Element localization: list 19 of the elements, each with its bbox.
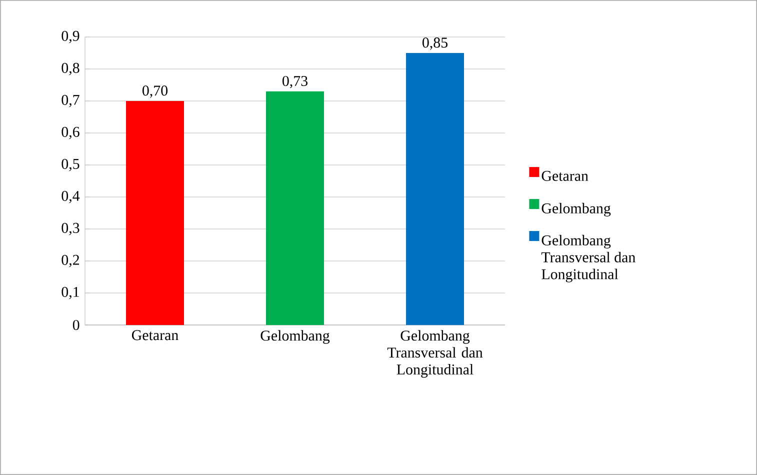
y-tick-label: 0,7 [62, 94, 80, 108]
data-label: 0,70 [142, 86, 168, 98]
legend-label: Getaran [542, 170, 588, 181]
x-tick-label: Gelombang [260, 330, 330, 344]
legend-label: Gelombang [542, 202, 611, 216]
legend-label: Gelombang Transversal dan Longitudinal [541, 234, 636, 282]
data-label: 0,73 [282, 76, 308, 88]
x-tick-label: Gelombang Transversal dan Longitudinal [387, 330, 483, 378]
y-tick-label: 0,2 [62, 254, 79, 268]
y-tick-label: 0,5 [62, 158, 80, 172]
y-tick-label: 0 [72, 320, 80, 330]
y-tick-label: 0,3 [62, 222, 80, 236]
y-tick-label: 0,4 [62, 190, 80, 204]
y-tick-label: 0,9 [62, 30, 80, 44]
y-tick-label: 0,1 [62, 286, 79, 300]
y-tick-label: 0,6 [62, 126, 80, 140]
y-tick-label: 0,8 [62, 62, 80, 76]
data-label: 0,85 [422, 38, 448, 50]
x-tick-label: Getaran [132, 330, 178, 340]
